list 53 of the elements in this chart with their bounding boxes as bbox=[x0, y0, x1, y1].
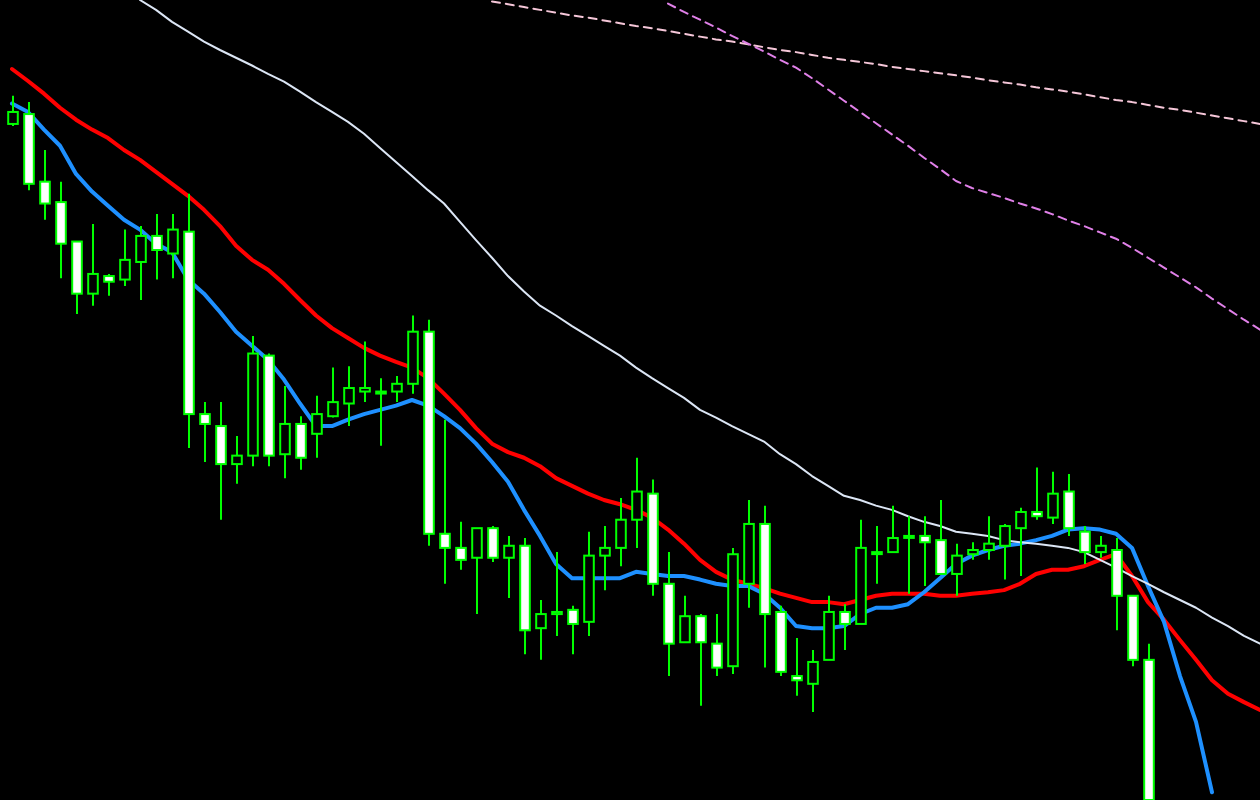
candlestick bbox=[951, 542, 963, 597]
candlestick bbox=[311, 394, 323, 459]
candlestick bbox=[695, 613, 707, 707]
candlestick bbox=[1031, 466, 1043, 521]
candlestick bbox=[919, 515, 931, 587]
candlestick bbox=[935, 499, 947, 575]
candlestick bbox=[1095, 534, 1107, 559]
candlestick bbox=[903, 515, 915, 595]
candlestick bbox=[679, 594, 691, 644]
candlestick bbox=[567, 604, 579, 656]
candlestick bbox=[1111, 537, 1123, 632]
candlestick bbox=[999, 522, 1011, 581]
candlestick bbox=[119, 228, 131, 287]
candlestick bbox=[327, 366, 339, 419]
candlestick bbox=[871, 525, 883, 585]
candlestick bbox=[839, 603, 851, 651]
candlestick bbox=[487, 525, 499, 563]
candlestick bbox=[535, 599, 547, 661]
candlestick bbox=[151, 213, 163, 281]
candlestick bbox=[615, 496, 627, 568]
candlestick bbox=[1063, 472, 1075, 537]
candlestick bbox=[791, 637, 803, 697]
candlestick bbox=[167, 213, 179, 280]
candlestick bbox=[7, 94, 19, 128]
candlestick bbox=[103, 272, 115, 297]
candlestick bbox=[807, 649, 819, 713]
candlestick bbox=[279, 384, 291, 480]
candlestick bbox=[375, 377, 387, 447]
candlestick bbox=[55, 180, 67, 280]
candlestick bbox=[471, 527, 483, 616]
candlestick bbox=[215, 401, 227, 521]
candlestick bbox=[455, 520, 467, 571]
candlestick bbox=[87, 222, 99, 307]
candlestick bbox=[631, 456, 643, 549]
candlestick bbox=[1047, 470, 1059, 525]
candlestick bbox=[135, 225, 147, 301]
candlestick bbox=[887, 504, 899, 554]
candlestick bbox=[551, 551, 563, 637]
candlestick bbox=[295, 415, 307, 471]
candlestick bbox=[1079, 525, 1091, 566]
candlestick bbox=[983, 515, 995, 561]
candlestick bbox=[599, 525, 611, 592]
candlestick bbox=[503, 534, 515, 599]
candlestick bbox=[231, 434, 243, 485]
candlestick bbox=[391, 375, 403, 404]
candlestick bbox=[39, 149, 51, 221]
candlestick bbox=[439, 418, 451, 585]
candlestick bbox=[199, 401, 211, 463]
candlestick bbox=[343, 365, 355, 428]
candlestick bbox=[711, 613, 723, 678]
candlestick bbox=[1015, 506, 1027, 578]
candlestick bbox=[823, 594, 835, 661]
candlestick bbox=[359, 340, 371, 404]
